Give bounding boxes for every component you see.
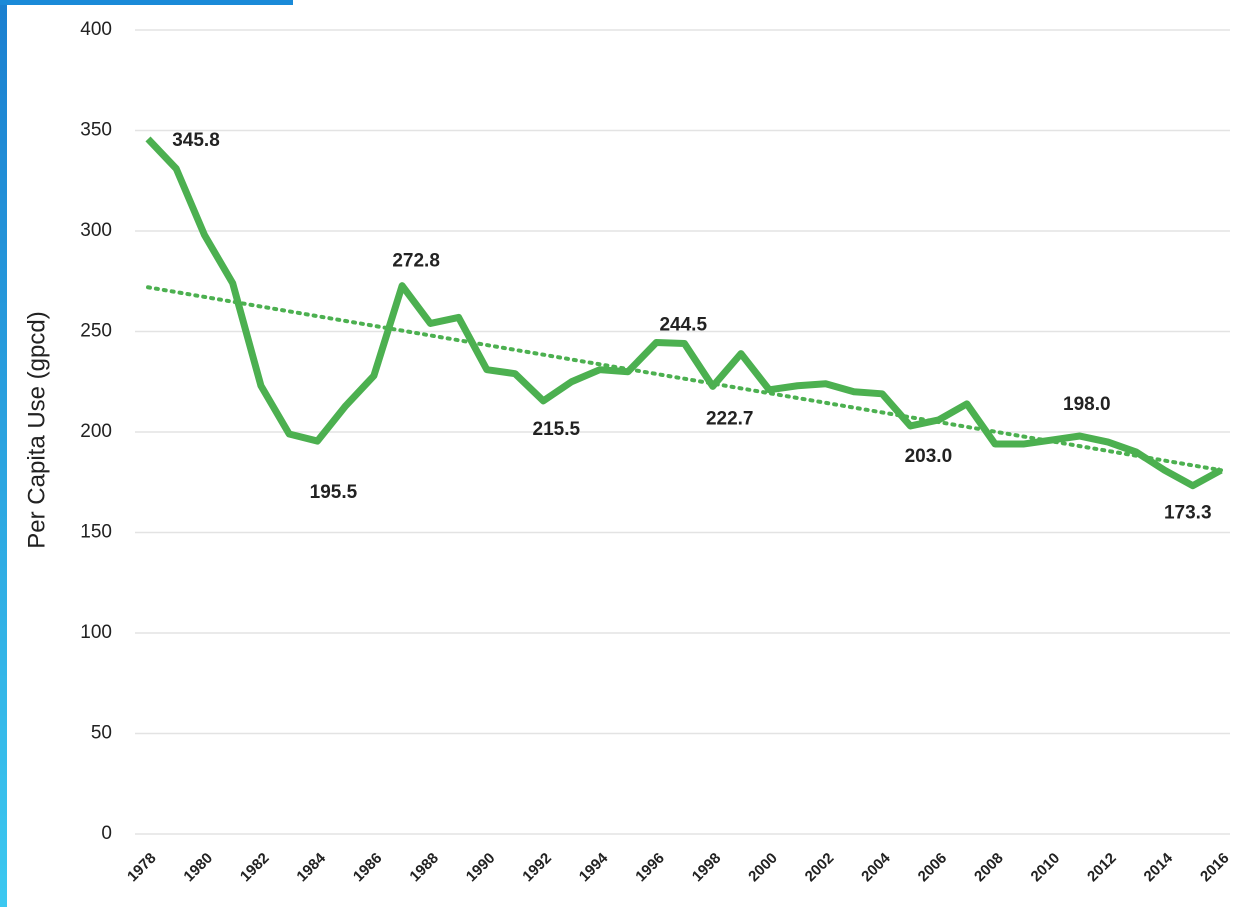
x-tick-label: 2002 <box>802 850 838 886</box>
x-tick-label: 2014 <box>1141 849 1177 885</box>
data-label: 222.7 <box>706 408 754 429</box>
x-tick-label: 2000 <box>745 850 781 886</box>
data-label: 203.0 <box>905 446 953 467</box>
data-label: 272.8 <box>392 251 440 272</box>
x-tick-label: 1984 <box>293 849 329 885</box>
x-tick-label: 1986 <box>350 850 386 886</box>
x-tick-label: 2016 <box>1197 850 1233 886</box>
y-tick-label: 200 <box>80 421 112 442</box>
x-tick-label: 1978 <box>124 850 160 886</box>
x-tick-label: 1988 <box>406 850 442 886</box>
data-label: 198.0 <box>1063 394 1111 415</box>
y-tick-label: 0 <box>101 823 112 844</box>
x-tick-label: 2006 <box>915 850 951 886</box>
x-tick-label: 2004 <box>858 849 894 885</box>
y-tick-label: 350 <box>80 120 112 141</box>
y-tick-label: 300 <box>80 220 112 241</box>
data-label: 244.5 <box>659 315 707 336</box>
x-tick-label: 2010 <box>1028 850 1064 886</box>
y-tick-label: 50 <box>91 723 112 744</box>
x-tick-label: 1982 <box>237 850 273 886</box>
y-tick-label: 150 <box>80 522 112 543</box>
x-tick-label: 1992 <box>519 850 555 886</box>
x-tick-label: 1996 <box>632 850 668 886</box>
x-tick-label: 1980 <box>180 850 216 886</box>
x-tick-label: 1990 <box>463 850 499 886</box>
x-tick-label: 1994 <box>576 849 612 885</box>
x-tick-label: 1998 <box>689 850 725 886</box>
x-tick-label: 2008 <box>971 850 1007 886</box>
frame-top <box>0 0 293 5</box>
data-label: 215.5 <box>533 419 581 440</box>
y-tick-label: 100 <box>80 622 112 643</box>
y-axis-label: Per Capita Use (gpcd) <box>23 311 50 548</box>
y-tick-label: 400 <box>80 19 112 40</box>
y-tick-label: 250 <box>80 321 112 342</box>
frame-edge <box>0 0 7 907</box>
data-label: 173.3 <box>1164 503 1212 524</box>
data-line <box>145 136 1223 490</box>
data-label: 345.8 <box>172 130 220 151</box>
x-tick-label: 2012 <box>1084 850 1120 886</box>
data-label: 195.5 <box>310 482 358 503</box>
